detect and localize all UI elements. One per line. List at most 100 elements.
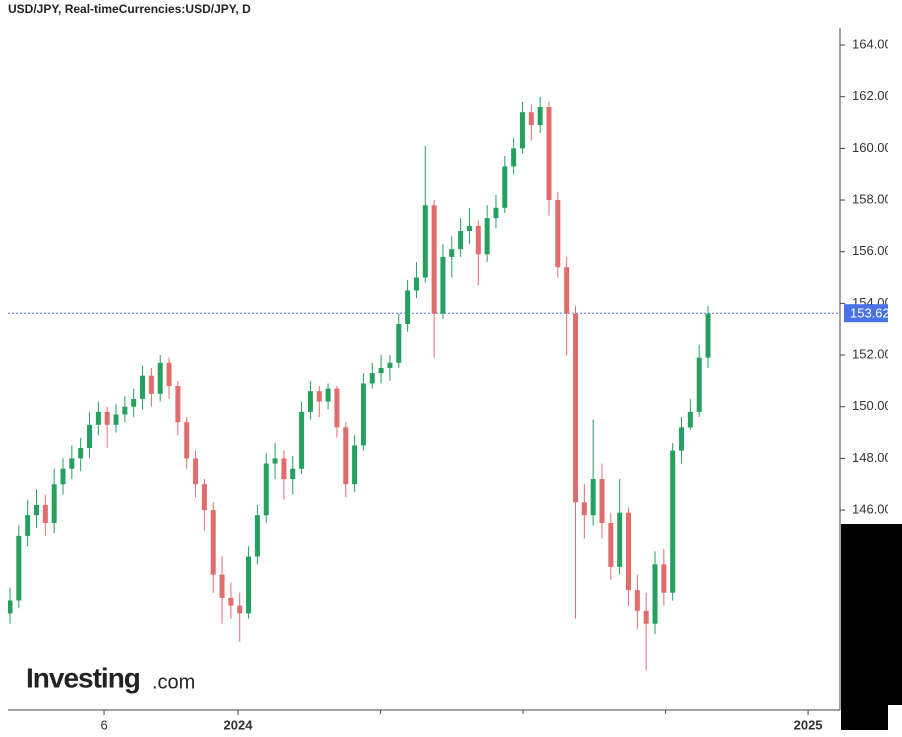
candle-body [343,427,349,485]
candle-body [661,564,667,593]
candle-body [237,605,243,614]
watermark-brand: Investing [26,662,140,693]
candle-body [104,411,110,425]
candle-body [60,468,66,485]
candle-body [246,556,252,614]
x-tick-label: 6 [100,717,107,732]
candle-body [299,411,305,469]
candle-body [431,205,437,314]
x-tick-label: 2025 [794,717,823,732]
candle-body [175,386,181,423]
candle-body [617,512,623,567]
y-tick-label: 148.00 [852,450,892,465]
y-tick-label: 150.00 [852,398,892,413]
candle-body [87,424,93,449]
price-label-box [844,304,888,323]
candle-body [458,231,464,250]
candle-body [405,290,411,325]
candle-body [608,522,614,567]
candle-body [643,610,649,624]
black-panel [841,524,902,705]
candle-body [555,200,561,268]
y-tick-label: 152.00 [852,346,892,361]
candle-body [696,357,702,412]
candle-body [290,468,296,480]
candle-body [316,391,322,402]
candle-body [42,504,48,523]
candle-body [679,427,685,451]
candle-body [95,411,101,425]
candle-body [511,148,517,167]
candle-body [581,502,587,516]
y-tick-label: 160.00 [852,140,892,155]
candle-body [148,375,154,394]
x-tick-label: 2024 [224,717,254,732]
y-tick-label: 158.00 [852,191,892,206]
chart-title: USD/JPY, Real-timeCurrencies:USD/JPY, D [8,2,251,16]
candle-body [281,458,287,480]
candle-body [378,367,384,374]
watermark-suffix: .com [152,671,195,693]
candle-body [157,362,163,394]
candle-body [466,225,472,232]
candle-body [16,535,22,601]
candle-body [201,484,207,511]
candle-body [34,504,40,516]
candle-body [449,249,455,257]
candle-body [599,479,605,523]
candle-body [528,112,534,126]
candle-body [228,597,234,606]
candle-body [334,388,340,428]
y-axis-labels: 146.00148.00150.00152.00154.00156.00158.… [844,36,892,516]
candle-body [652,564,658,624]
candle-body [546,107,552,201]
candle-body [422,205,428,278]
candle-body [210,510,216,575]
candle-body [484,218,490,255]
candle-body [440,256,446,314]
candle-body [78,448,84,459]
candle-body [626,512,632,591]
candle-body [193,458,199,485]
candle-body [307,391,313,412]
candle-body [8,600,13,614]
candle-body [51,484,57,523]
y-tick-label: 156.00 [852,243,892,258]
candle-body [352,445,358,485]
candle-body [131,398,137,407]
candle-body [634,590,640,611]
candle-body [166,362,172,387]
y-tick-label: 146.00 [852,501,892,516]
candle-body [564,267,570,314]
candle-body [122,406,128,415]
y-tick-label: 164.00 [852,36,892,51]
candle-body [396,324,402,363]
candle-body [493,207,499,219]
candle-body [219,574,225,598]
candle-body [590,479,596,516]
candle-body [184,422,190,459]
black-panel [841,705,888,730]
candle-body [272,458,278,464]
axes: 6 2024 2025 [8,28,845,732]
plot-area [8,96,840,671]
candle-body [113,414,119,425]
candle-body [25,515,31,536]
candle-body [670,450,676,593]
candle-body [475,225,481,255]
candle-body [325,388,331,402]
candle-body [537,107,543,126]
candle-body [254,515,260,557]
candle-body [519,112,525,149]
candle-body [572,313,578,503]
price-label: 153.62 [850,306,890,321]
candle-body [263,463,269,516]
candle-body [140,375,146,399]
candle-body [360,383,366,446]
y-tick-label: 162.00 [852,88,892,103]
candle-body [387,362,393,368]
candle-body [369,373,375,384]
candle-body [413,277,419,291]
